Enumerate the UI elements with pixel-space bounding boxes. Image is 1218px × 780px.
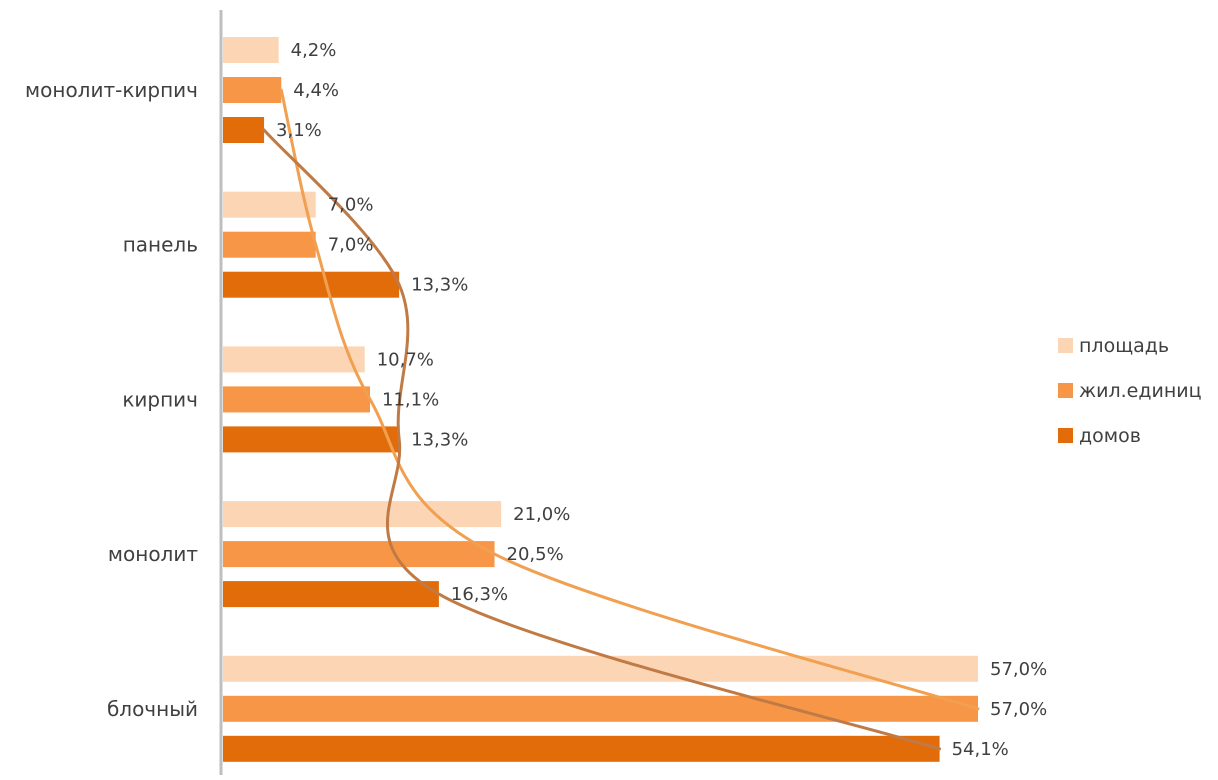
data-label-2-1: 11,1% [382, 389, 439, 410]
data-label-0-2: 3,1% [276, 120, 322, 141]
legend-swatch-0 [1058, 338, 1073, 353]
data-label-4-0: 57,0% [990, 659, 1047, 680]
bar-4-1 [223, 695, 978, 722]
legend-label-1: жил.единиц [1079, 380, 1202, 402]
data-label-0-1: 4,4% [293, 80, 339, 101]
category-label-0: монолит-кирпич [25, 78, 198, 102]
bar-4-0 [223, 655, 978, 682]
data-label-4-2: 54,1% [952, 739, 1009, 760]
bars-layer [223, 37, 978, 762]
bar-2-2 [223, 426, 400, 453]
category-label-3: монолит [108, 542, 198, 566]
data-label-1-1: 7,0% [328, 235, 374, 256]
data-label-4-1: 57,0% [990, 699, 1047, 720]
bar-1-1 [223, 231, 316, 258]
trend-line-1 [262, 128, 942, 751]
data-label-0-0: 4,2% [291, 40, 337, 61]
data-label-3-2: 16,3% [451, 584, 508, 605]
data-label-2-0: 10,7% [377, 349, 434, 370]
legend-label-0: площадь [1079, 335, 1169, 357]
category-label-1: панель [123, 233, 198, 257]
bar-3-2 [223, 581, 439, 608]
data-label-3-0: 21,0% [513, 504, 570, 525]
data-label-1-0: 7,0% [328, 195, 374, 216]
category-label-2: кирпич [122, 387, 198, 411]
legend-label-2: домов [1079, 425, 1141, 447]
bar-2-0 [223, 346, 365, 373]
bar-3-0 [223, 501, 502, 528]
trend-line-0 [279, 88, 980, 711]
legend-swatch-2 [1058, 428, 1073, 443]
category-labels-layer: монолит-кирпич панель кирпич монолит блочный [25, 78, 198, 721]
bar-1-0 [223, 191, 316, 218]
bar-0-1 [223, 77, 282, 103]
bar-0-0 [223, 37, 279, 63]
bar-0-2 [223, 117, 265, 143]
data-label-2-2: 13,3% [411, 429, 468, 450]
bar-3-1 [223, 541, 495, 568]
legend: площадь жил.единиц домов [1058, 335, 1202, 447]
legend-swatch-1 [1058, 383, 1073, 398]
bar-1-2 [223, 271, 400, 298]
category-label-4: блочный [107, 697, 198, 721]
data-label-3-1: 20,5% [507, 544, 564, 565]
value-labels-layer: 4,2% 4,4% 3,1% 7,0% 7,0% 13,3% 10,7% 11,1% 13,3%… [276, 40, 1047, 760]
data-label-1-2: 13,3% [411, 275, 468, 296]
bar-4-2 [223, 735, 940, 762]
bar-2-1 [223, 386, 371, 413]
trend-lines-layer [262, 88, 980, 751]
